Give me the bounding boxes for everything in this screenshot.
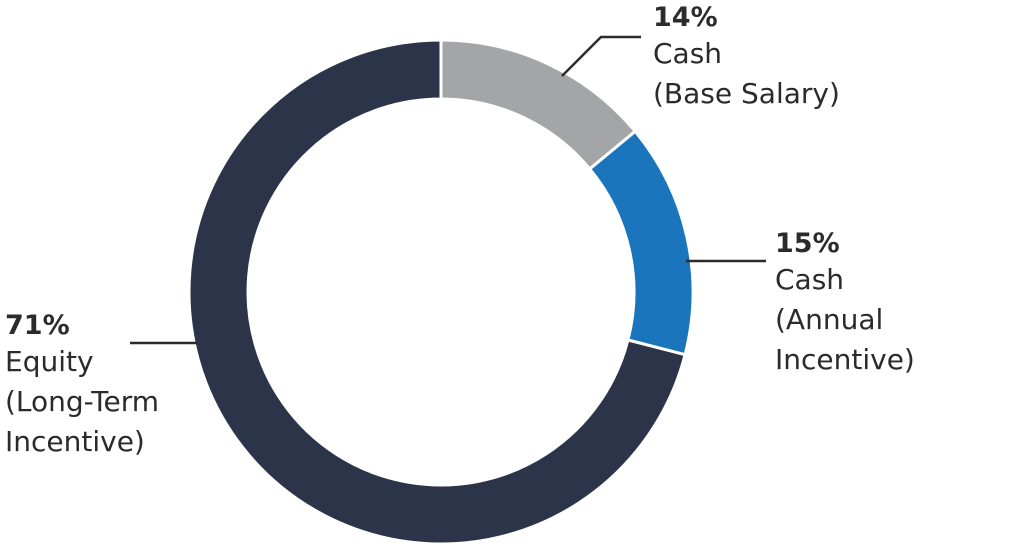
leader-line-base-salary [561,35,641,77]
slice-label-long-term-incentive: 71% Equity (Long-Term Incentive) [5,310,159,462]
slice-percent-long-term-incentive: 71% [5,310,70,341]
slice-subcategory-long-term-incentive-2: Incentive) [5,425,145,458]
slice-label-base-salary: 14% Cash (Base Salary) [653,2,840,114]
slice-category-annual-incentive: Cash [775,263,845,296]
donut-slices [187,38,695,546]
donut-slice-long-term-incentive [187,38,687,546]
slice-percent-base-salary: 14% [653,2,718,33]
slice-label-annual-incentive: 15% Cash (Annual Incentive) [775,228,1026,380]
donut-slice-base-salary [439,38,638,172]
slice-subcategory-long-term-incentive-1: (Long-Term [5,385,160,418]
slice-subcategory-base-salary: (Base Salary) [653,77,840,110]
leader-lines [130,35,766,345]
slice-subcategory-annual-incentive: (Annual Incentive) [775,303,915,376]
slice-category-long-term-incentive: Equity [5,345,94,378]
slice-category-base-salary: Cash [653,37,723,70]
slice-percent-annual-incentive: 15% [775,228,840,259]
donut-slice-annual-incentive [587,129,695,357]
